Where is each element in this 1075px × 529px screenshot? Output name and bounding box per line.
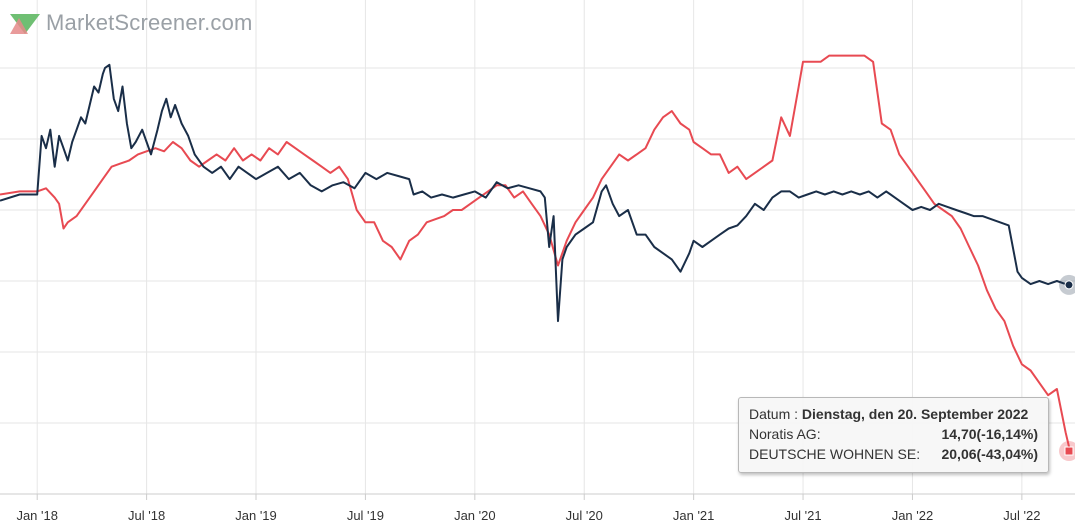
x-tick-label: Jul '18 (128, 508, 165, 523)
x-tick-label: Jan '18 (16, 508, 58, 523)
series-line-deutsche-wohnen (0, 54, 1071, 452)
tooltip-label-deutsche-wohnen: DEUTSCHE WOHNEN SE: (749, 446, 921, 462)
tooltip-row-deutsche-wohnen: DEUTSCHE WOHNEN SE: 20,06(-43,04%) (749, 444, 1038, 464)
tooltip-row-noratis: Noratis AG: 14,70(-16,14%) (749, 424, 1038, 444)
logo-icon (10, 14, 40, 34)
chart-tooltip: Datum : Dienstag, den 20. September 2022… (738, 397, 1049, 473)
marker-deutsche-wohnen (1064, 446, 1074, 456)
x-tick-label: Jul '21 (784, 508, 821, 523)
x-tick-label: Jul '19 (347, 508, 384, 523)
tooltip-value-noratis: 14,70(-16,14%) (941, 426, 1038, 442)
brand-logo: MarketScreener.com (8, 8, 253, 38)
brand-name: MarketScreener.com (46, 10, 253, 35)
x-tick-label: Jan '21 (673, 508, 715, 523)
x-tick-label: Jan '20 (454, 508, 496, 523)
x-axis: Jan '18 Jul '18 Jan '19 Jul '19 Jan '20 Jul '… (0, 493, 1075, 523)
end-markers (1059, 274, 1075, 462)
tooltip-label-noratis: Noratis AG: (749, 426, 821, 442)
tooltip-date-value: Dienstag, den 20. September 2022 (801, 406, 1029, 422)
tooltip-date-row: Datum : Dienstag, den 20. September 2022 (749, 404, 1038, 424)
x-tick-label: Jan '19 (235, 508, 277, 523)
x-tick-label: Jul '20 (566, 508, 603, 523)
chart-lines (0, 54, 1071, 452)
tooltip-value-deutsche-wohnen: 20,06(-43,04%) (941, 446, 1038, 462)
x-tick-label: Jul '22 (1003, 508, 1040, 523)
series-line-noratis (0, 63, 1071, 323)
chart-grid (0, 0, 1075, 495)
marker-noratis (1064, 280, 1074, 290)
tooltip-date-label: Datum : (749, 406, 802, 422)
x-tick-label: Jan '22 (892, 508, 934, 523)
